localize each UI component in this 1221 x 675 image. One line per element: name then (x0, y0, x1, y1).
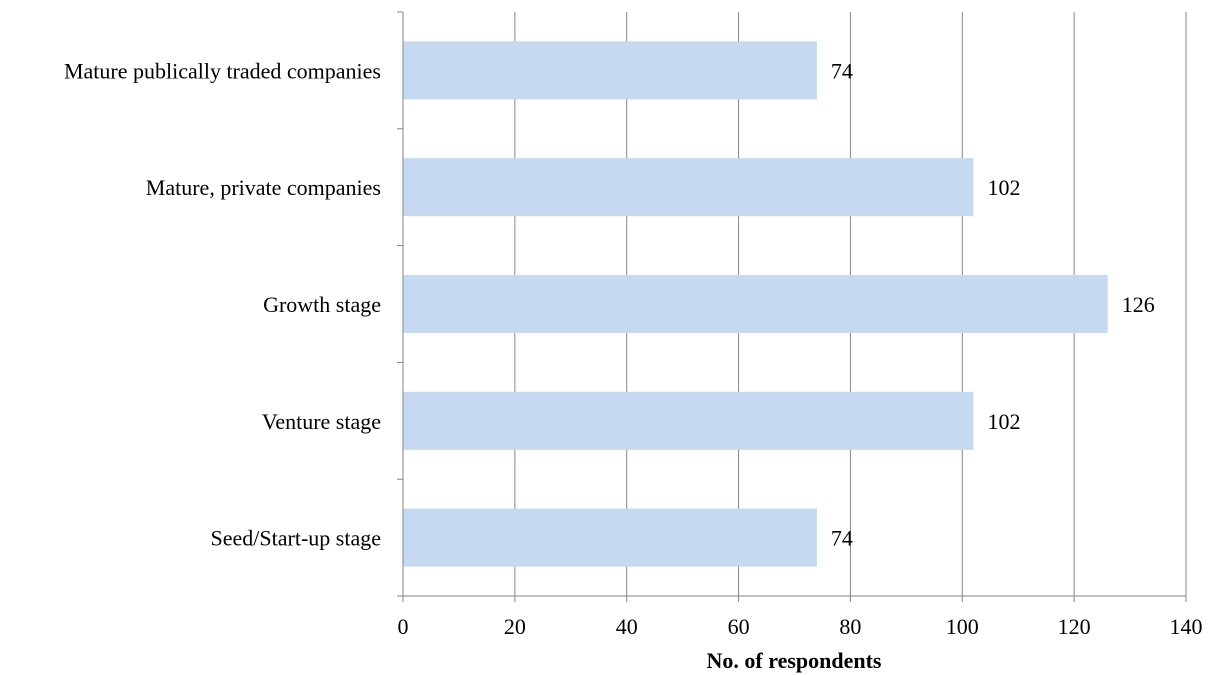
axes (397, 11, 1187, 602)
x-tick-label: 20 (504, 614, 526, 639)
x-tick-label: 0 (398, 614, 409, 639)
bar (403, 275, 1108, 333)
bar (403, 41, 817, 100)
x-tick-label: 120 (1058, 614, 1091, 639)
data-label: 74 (831, 58, 853, 83)
data-label: 126 (1122, 292, 1155, 317)
category-label: Seed/Start-up stage (211, 526, 381, 551)
x-tick-label: 60 (728, 614, 750, 639)
data-label: 74 (831, 526, 853, 551)
bar (403, 158, 974, 217)
bars (403, 41, 1108, 567)
category-label: Venture stage (262, 409, 381, 434)
bar (403, 391, 974, 450)
labels: 0 20 40 60 80 100 120 140 Mature publically trad… (64, 58, 1203, 639)
category-label: Growth stage (263, 292, 381, 317)
category-label: Mature, private companies (146, 175, 381, 200)
x-tick-label: 100 (946, 614, 979, 639)
x-tick-label: 40 (616, 614, 638, 639)
data-label: 102 (987, 409, 1020, 434)
x-tick-label: 140 (1170, 614, 1203, 639)
data-label: 102 (987, 175, 1020, 200)
bar (403, 508, 817, 567)
x-tick-label: 80 (839, 614, 861, 639)
x-axis-title: No. of respondents (706, 648, 881, 673)
category-label: Mature publically traded companies (64, 58, 381, 83)
